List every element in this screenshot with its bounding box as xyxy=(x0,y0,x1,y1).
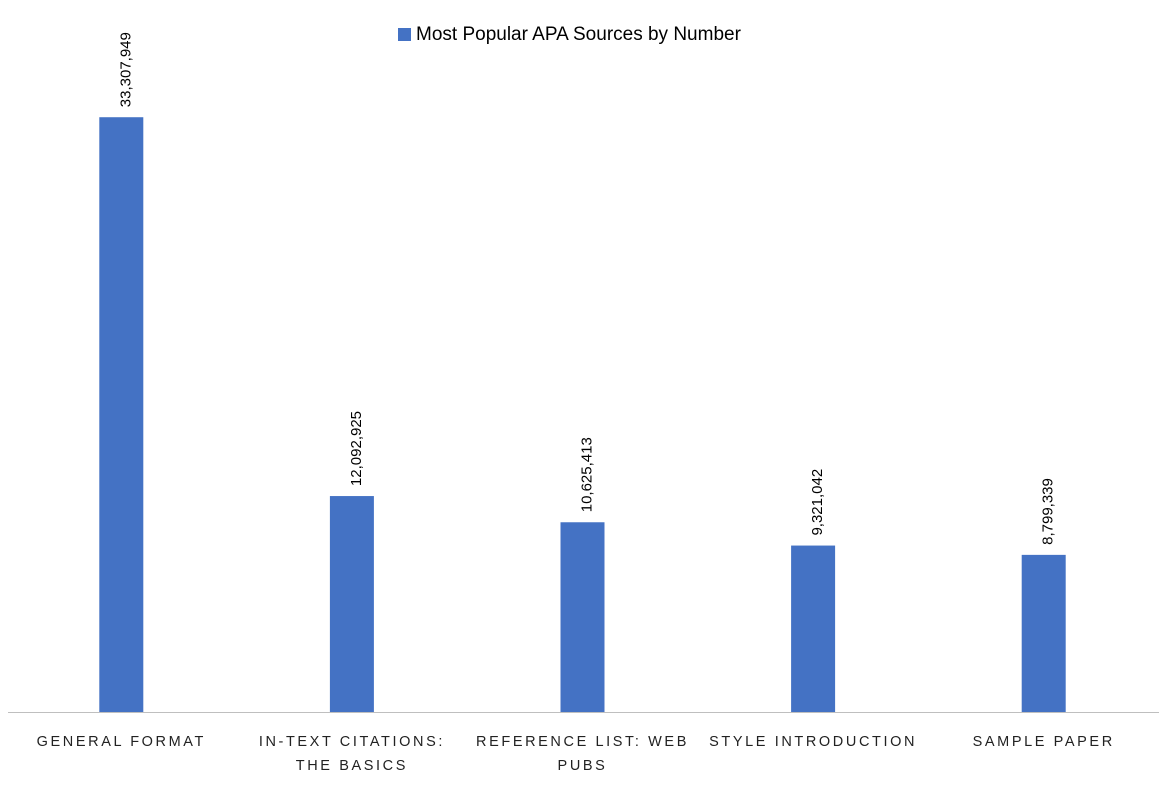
x-tick-label-line: STYLE INTRODUCTION xyxy=(709,734,917,750)
data-label: 9,321,042 xyxy=(809,469,826,536)
x-tick-label-line: THE BASICS xyxy=(296,758,408,774)
x-tick-label-line: SAMPLE PAPER xyxy=(973,734,1115,750)
bar xyxy=(329,496,374,712)
x-tick-label: GENERAL FORMAT xyxy=(37,734,206,750)
data-label: 12,092,925 xyxy=(348,411,365,486)
x-tick-label: IN-TEXT CITATIONS: THE BASICS xyxy=(259,734,445,774)
x-tick-label-line: PUBS xyxy=(558,758,608,774)
bar xyxy=(1021,554,1066,712)
x-tick-label-line: REFERENCE LIST: WEB xyxy=(476,734,689,750)
legend-swatch xyxy=(398,28,411,41)
data-label: 10,625,413 xyxy=(578,437,595,512)
x-tick-label-line: IN-TEXT CITATIONS: xyxy=(259,734,445,750)
bar xyxy=(560,522,605,712)
x-tick-label: REFERENCE LIST: WEB PUBS xyxy=(476,734,689,774)
x-tick-label: STYLE INTRODUCTION xyxy=(709,734,917,750)
bar xyxy=(791,545,836,712)
data-label: 33,307,949 xyxy=(117,32,134,107)
x-tick-label: SAMPLE PAPER xyxy=(973,734,1115,750)
data-label: 8,799,339 xyxy=(1040,478,1057,545)
bar xyxy=(99,117,144,712)
x-tick-label-line: GENERAL FORMAT xyxy=(37,734,206,750)
legend-label: Most Popular APA Sources by Number xyxy=(416,24,742,45)
